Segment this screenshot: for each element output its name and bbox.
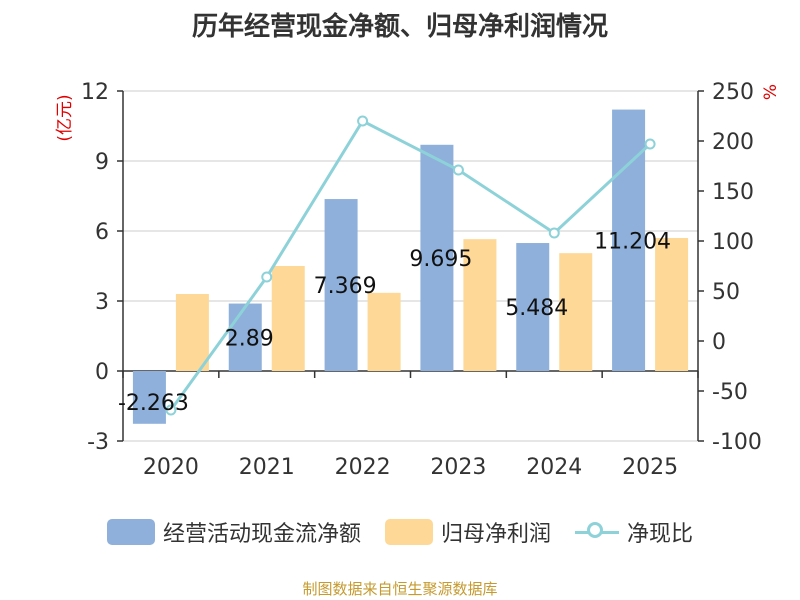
x-tick-label-1: 2021 bbox=[239, 455, 295, 480]
right-tick-label-0: -100 bbox=[712, 430, 762, 455]
bar-net-profit-2021 bbox=[271, 266, 305, 371]
point-ratio-2021 bbox=[261, 271, 273, 283]
data-label-cashflow-2022: 7.369 bbox=[314, 274, 377, 299]
bar-net-profit-2022 bbox=[367, 292, 401, 371]
right-axis-unit: % bbox=[761, 84, 781, 100]
point-ratio-2022 bbox=[357, 115, 369, 127]
right-tick-label-1: -50 bbox=[712, 380, 748, 405]
right-tick-label-5: 150 bbox=[712, 180, 754, 205]
data-label-cashflow-2024: 5.484 bbox=[505, 296, 568, 321]
line-ratio bbox=[169, 119, 652, 411]
bar-cashflow-2021 bbox=[228, 303, 262, 371]
left-tick-label-0: -3 bbox=[87, 430, 109, 455]
bar-net-profit-2025 bbox=[655, 238, 689, 371]
legend-swatch-ratio bbox=[575, 519, 619, 545]
point-ratio-2024 bbox=[548, 227, 560, 239]
x-tick-label-2: 2022 bbox=[335, 455, 391, 480]
point-ratio-2023 bbox=[452, 164, 464, 176]
left-tick-label-4: 9 bbox=[95, 150, 109, 175]
source-note: 制图数据来自恒生聚源数据库 bbox=[302, 580, 498, 598]
bar-net-profit-2024 bbox=[559, 253, 593, 371]
bar-net-profit-2020 bbox=[175, 294, 209, 371]
legend-item-ratio[interactable]: 净现比 bbox=[575, 516, 693, 548]
left-axis-unit: (亿元) bbox=[55, 94, 75, 141]
legend-label-cashflow: 经营活动现金流净额 bbox=[162, 522, 361, 547]
point-ratio-2025 bbox=[644, 138, 656, 150]
right-tick-label-6: 200 bbox=[712, 130, 754, 155]
x-tick-label-5: 2025 bbox=[622, 455, 678, 480]
left-tick-label-2: 3 bbox=[95, 290, 109, 315]
left-tick-label-1: 0 bbox=[95, 360, 109, 385]
bar-cashflow-2023 bbox=[420, 144, 454, 371]
bar-net-profit-2023 bbox=[463, 239, 497, 371]
x-tick-label-4: 2024 bbox=[526, 455, 582, 480]
left-tick-label-5: 12 bbox=[81, 80, 109, 105]
right-tick-label-3: 50 bbox=[712, 280, 740, 305]
x-tick-label-0: 2020 bbox=[143, 455, 199, 480]
chart-title: 历年经营现金净额、归母净利润情况 bbox=[191, 12, 608, 42]
bar-cashflow-2024 bbox=[516, 243, 550, 371]
right-tick-label-2: 0 bbox=[712, 330, 726, 355]
left-tick-label-3: 6 bbox=[95, 220, 109, 245]
right-tick-label-7: 250 bbox=[712, 80, 754, 105]
legend-swatch-net-profit bbox=[384, 519, 433, 545]
legend-item-cashflow[interactable]: 经营活动现金流净额 bbox=[106, 516, 361, 548]
legend-item-net-profit[interactable]: 归母净利润 bbox=[384, 516, 551, 548]
point-ratio-2020 bbox=[165, 404, 177, 416]
x-tick-label-3: 2023 bbox=[430, 455, 486, 480]
right-tick-label-4: 100 bbox=[712, 230, 754, 255]
data-label-cashflow-2023: 9.695 bbox=[409, 247, 472, 272]
legend-swatch-cashflow bbox=[106, 519, 155, 545]
bar-cashflow-2020 bbox=[132, 371, 166, 424]
legend-dot-ratio bbox=[587, 522, 603, 538]
legend-label-ratio: 净现比 bbox=[627, 522, 694, 547]
chart-legend: 经营活动现金流净额 归母净利润 净现比 bbox=[0, 516, 800, 548]
bar-cashflow-2022 bbox=[324, 199, 358, 371]
legend-label-net-profit: 归母净利润 bbox=[440, 522, 551, 547]
data-label-cashflow-2020: -2.263 bbox=[118, 391, 189, 416]
data-label-cashflow-2021: 2.89 bbox=[225, 326, 274, 351]
data-label-cashflow-2025: 11.204 bbox=[594, 229, 671, 254]
